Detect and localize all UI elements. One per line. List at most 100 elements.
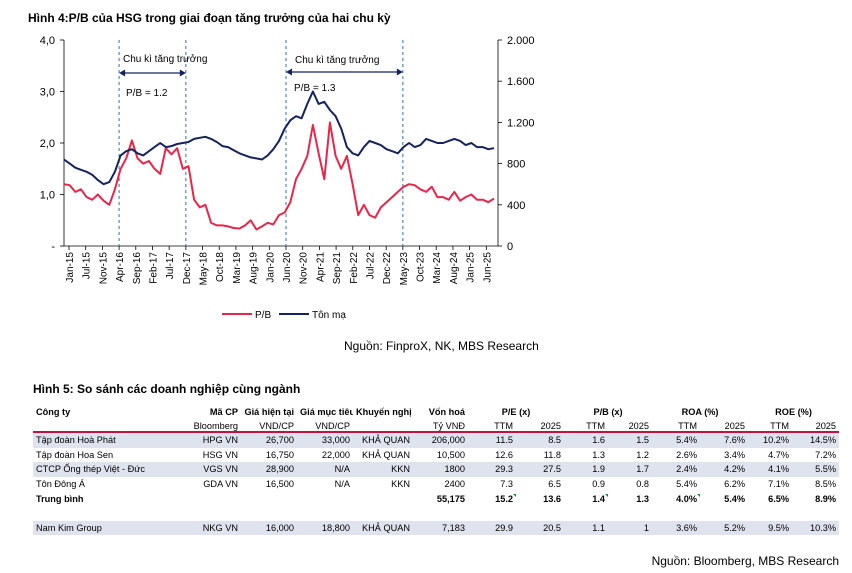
figure5-source: Nguồn: Bloomberg, MBS Research [651,554,839,568]
table-cell: 10,500 [436,449,465,460]
x-tick-label: Mar-24 [432,252,443,284]
cycle-1-label: Chu kì tăng trưởng [123,53,207,65]
table-cell: N/A [297,462,353,477]
col-roa: ROA (%) [681,407,719,417]
x-tick-label: Apr-21 [315,252,326,282]
sub-roa-2025: 2025 [724,421,746,431]
table-cell: HSG VN [202,449,238,460]
x-tick-label: Jan-25 [466,252,477,283]
table-cell: 3.4% [724,449,746,460]
table-row: CTCP Ống thép Việt - Đức VGS VN 28,900 N/A K… [33,462,840,477]
table-cell: 22,000 [321,449,350,460]
x-tick-label: Nov-20 [299,252,310,285]
col-roe: ROE (%) [775,407,812,417]
table-row: Tập đoàn Hoà Phát HPG VN 26,700 33,000 KHẢ Q… [33,432,840,448]
avg-roe-2025: 8.9% [815,493,837,504]
x-tick-label: Dec-17 [182,252,193,285]
table-cell: GDA VN [203,479,238,490]
x-tick-label: Jul-17 [165,252,176,280]
avg-roa-2025: 5.4% [724,493,746,504]
col-company: Công ty [36,407,71,417]
col-price: Giá hiện tại [244,407,294,417]
table-cell: 1.7 [608,462,653,477]
x-tick-label: Jul-15 [82,252,93,280]
table-cell: 7.1% [768,479,790,490]
table-cell: VGS VN [185,462,241,477]
x-tick-label: Jun-25 [482,252,493,283]
table-cell: Tập đoàn Hoa Sen [36,449,114,460]
y-left-tick-label: 4,0 [40,35,55,47]
sub-pe-2025: 2025 [540,421,561,431]
x-tick-label: Feb-17 [148,252,159,284]
table-cell: 1.9 [564,462,608,477]
table-cell: 7,183 [413,520,468,536]
table-cell: 4.7% [768,449,790,460]
table-cell: 5.4% [652,432,701,448]
table-cell: KHẢ QUAN [362,449,410,460]
y-left-tick-label: 1,0 [40,190,55,202]
col-target: Giá mục tiêu [300,407,353,417]
cycle-2-arrow-right-head [396,68,403,76]
y-left-tick-label: 3,0 [40,87,55,99]
table-cell: 1.1 [564,520,608,536]
table-row-nkg: Nam Kim Group NKG VN 16,000 18,800 KHẢ QUAN 7… [33,520,840,536]
table-cell: 1.2 [636,449,650,460]
sub-unit-price: VND/CP [259,421,294,431]
table-cell: 26,700 [241,432,297,448]
avg-roa-ttm: 4.0% [676,493,698,504]
table-cell: 2400 [444,479,465,490]
y-right-tick-label: 1.600 [507,76,535,88]
y-right-tick-label: 1.200 [507,117,535,129]
avg-pb-ttm: 1.4 [592,493,605,504]
pb-chart: - 1,0 2,0 3,0 4,0 0 400 800 1.200 1.600 2.000 Jan-1… [40,35,535,321]
sub-pb-ttm: TTM [586,421,605,431]
table-cell: 0.9 [592,479,605,490]
x-tick-label: Aug-24 [449,252,460,285]
y-left-tick-label: - [51,241,55,253]
y-right-tick-label: 400 [507,200,525,212]
sub-bloomberg: Bloomberg [193,421,238,431]
figure4-title: Hình 4:P/B của HSG trong giai đoạn tăng … [28,11,391,25]
col-pb: P/B (x) [593,407,623,417]
y-right-tick-label: 0 [507,241,513,253]
col-pe: P/E (x) [501,407,531,417]
sub-pb-2025: 2025 [628,421,650,431]
table-cell: 9.5% [748,520,793,536]
table-cell: 16,750 [265,449,294,460]
x-tick-label: Feb-22 [349,252,360,284]
table-cell: Tôn Đông Á [36,479,86,490]
y-right-tick-label: 2.000 [507,35,535,47]
cycle-2-arrow-left-head [286,68,293,76]
sub-roa-ttm: TTM [678,421,698,431]
legend-pb-label: P/B [255,310,271,321]
header-row: Công ty Mã CP Giá hiện tại Giá mục tiêu … [33,400,839,417]
sub-unit-target: VND/CP [315,421,350,431]
table-cell: HPG VN [185,432,241,448]
y-right-tick-label: 800 [507,159,525,171]
x-tick-label: Aug-19 [249,252,260,285]
x-tick-label: Jul-22 [365,252,376,280]
table-cell: 11.5 [468,432,516,448]
peer-comparison-table: Công ty Mã CP Giá hiện tại Giá mục tiêu … [33,400,840,536]
avg-pb-2025: 1.3 [636,493,650,504]
series-tonma-line [63,90,495,186]
cycle-2-label: Chu kì tăng trưởng [295,54,379,66]
table-cell: 10.3% [792,520,840,536]
table-cell: 1 [608,520,653,536]
x-tick-label: Jan-15 [65,252,76,283]
x-tick-label: Jun-20 [282,252,293,283]
table-cell: 11.8 [543,449,561,460]
table-cell: 7.3 [500,479,513,490]
table-cell: CTCP Ống thép Việt - Đức [33,462,185,477]
avg-mcap: 55,175 [436,493,465,504]
x-tick-label: Nov-15 [98,252,109,285]
figure4-source: Nguồn: FinproX, NK, MBS Research [344,339,539,353]
sub-pe-ttm: TTM [494,421,513,431]
table-cell: 7.2% [815,449,837,460]
table-cell: 8.5 [516,432,564,448]
sub-unit-mcap: Tỷ VNĐ [432,421,465,431]
table-cell: 7.6% [700,432,749,448]
subheader-row: Bloomberg VND/CP VND/CP Tỷ VNĐ TTM 2025 … [33,417,840,432]
table-cell: Tập đoàn Hoà Phát [33,432,185,448]
table-cell: 12.6 [495,449,513,460]
